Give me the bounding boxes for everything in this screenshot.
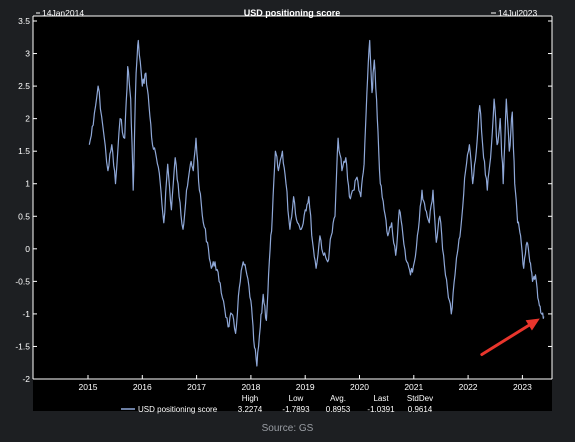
date-start-label: 14Jan2014 (42, 8, 84, 18)
x-tick-label: 2017 (187, 382, 206, 392)
y-tick-label: 2.5 (18, 81, 30, 91)
date-end-label: 14Jul2023 (498, 8, 538, 18)
stats-block: USD positioning score High Low Avg. Last Std… (121, 394, 433, 414)
x-tick-label: 2022 (459, 382, 478, 392)
series-layer (88, 39, 545, 367)
y-axis: 3.5 3 2.5 2 1.5 1 0.5 0 -0.5 -1 -1.5 -2 (15, 16, 553, 384)
source-caption: Source: GS (0, 418, 575, 442)
series-line-0 (88, 39, 545, 367)
stats-value: 0.9614 (408, 405, 433, 414)
x-tick-label: 2019 (296, 382, 315, 392)
x-tick-label: 2021 (404, 382, 423, 392)
x-tick-label: 2016 (133, 382, 152, 392)
y-tick-label: 1.5 (18, 146, 30, 156)
y-tick-label: -1.5 (15, 341, 30, 351)
x-tick-label: 2020 (350, 382, 369, 392)
stats-value: -1.0391 (367, 405, 395, 414)
stats-header: High (242, 394, 258, 403)
y-tick-label: 0.5 (18, 211, 30, 221)
stats-header: Last (373, 394, 389, 403)
y-tick-label: -0.5 (15, 276, 30, 286)
y-tick-label: -1 (22, 309, 30, 319)
y-tick-label: 3 (25, 49, 30, 59)
arrow-shaft (480, 323, 531, 357)
x-tick-label: 2023 (513, 382, 532, 392)
stats-header: Low (289, 394, 304, 403)
y-tick-label: 1 (25, 179, 30, 189)
x-axis: 2015 2016 2017 2018 2019 2020 2021 2022 2023 (33, 15, 552, 392)
x-tick-label: 2015 (79, 382, 98, 392)
chart-title: USD positioning score (244, 8, 341, 18)
stats-header: Avg. (330, 394, 346, 403)
stats-value: -1.7893 (282, 405, 310, 414)
stats-header: StdDev (407, 394, 433, 403)
y-tick-label: 0 (25, 244, 30, 254)
legend-label: USD positioning score (138, 405, 218, 414)
y-tick-label: -2 (22, 374, 30, 384)
y-tick-label: 2 (25, 114, 30, 124)
annotation-layer (480, 318, 540, 357)
chart: USD positioning score 14Jan2014 14Jul202… (15, 8, 553, 414)
stats-value: 0.8953 (326, 405, 351, 414)
stats-value: 3.2274 (238, 405, 263, 414)
arrow-head (525, 318, 540, 331)
x-tick-label: 2018 (241, 382, 260, 392)
y-tick-label: 3.5 (18, 16, 30, 26)
